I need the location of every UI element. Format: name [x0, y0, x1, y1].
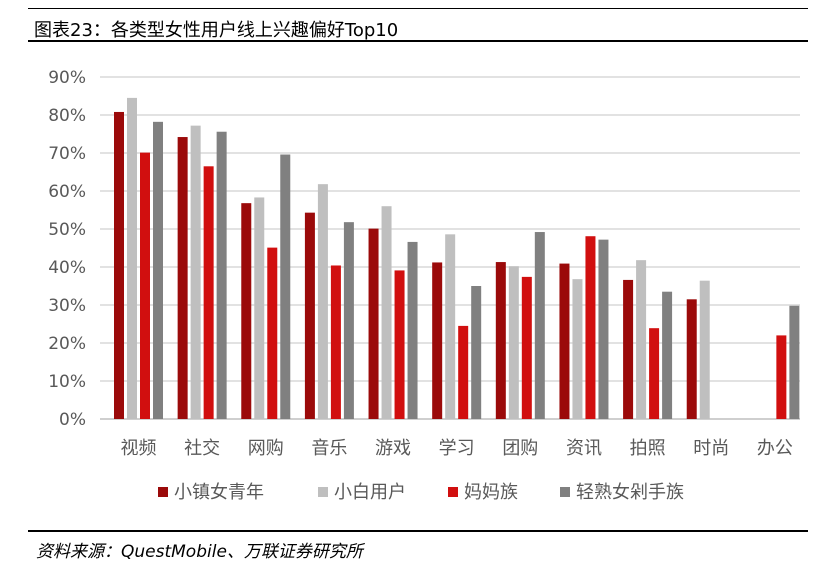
bar: [280, 154, 291, 419]
source-note: 资料来源：QuestMobile、万联证券研究所: [36, 542, 363, 562]
bar: [368, 228, 379, 419]
x-tick-label: 音乐: [311, 438, 347, 459]
x-tick-label: 拍照: [630, 438, 666, 459]
y-tick-label: 60%: [48, 182, 86, 202]
bar: [330, 265, 341, 419]
legend-swatch: [318, 487, 328, 497]
x-tick-label: 办公: [757, 438, 793, 459]
bar: [559, 263, 570, 419]
bar: [471, 286, 482, 419]
legend-swatch: [448, 487, 458, 497]
y-tick-label: 10%: [48, 372, 86, 392]
bar: [445, 234, 456, 419]
source-divider: [28, 530, 808, 532]
figure-title: 图表23：各类型女性用户线上兴趣偏好Top10: [34, 20, 399, 41]
bar: [534, 232, 545, 419]
bar: [789, 305, 800, 419]
bar: [585, 236, 596, 419]
x-tick-label: 网购: [248, 438, 284, 459]
bar: [686, 299, 697, 419]
bar: [190, 125, 201, 419]
bar: [598, 239, 609, 419]
y-tick-label: 50%: [48, 220, 86, 240]
title-top-rule: [28, 8, 808, 9]
bar: [140, 152, 150, 419]
bar: [432, 262, 443, 419]
bar: [254, 197, 265, 419]
bar: [699, 280, 710, 419]
bar: [317, 184, 328, 419]
bar: [623, 279, 634, 419]
bar: [241, 203, 252, 419]
bar: [267, 247, 278, 419]
bar: [662, 291, 673, 419]
bar: [572, 279, 583, 419]
bar: [127, 97, 137, 420]
y-tick-label: 70%: [48, 144, 86, 164]
bar: [203, 166, 214, 419]
x-tick-label: 时尚: [693, 438, 729, 459]
x-tick-label: 学习: [439, 438, 475, 459]
y-tick-label: 20%: [48, 334, 86, 354]
bar: [216, 131, 227, 419]
x-tick-label: 视频: [121, 438, 157, 459]
legend-label: 小白用户: [334, 482, 406, 503]
legend-label: 小镇女青年: [174, 482, 264, 503]
y-tick-label: 0%: [59, 410, 86, 430]
bar: [407, 241, 418, 419]
bar: [177, 137, 188, 420]
bar: [508, 266, 519, 419]
y-tick-label: 30%: [48, 296, 86, 316]
legend-swatch: [560, 487, 570, 497]
bar: [776, 335, 787, 419]
bar: [343, 222, 354, 419]
legend-label: 妈妈族: [464, 482, 518, 503]
y-tick-label: 40%: [48, 258, 86, 278]
y-tick-label: 80%: [48, 106, 86, 126]
bar: [114, 111, 124, 420]
x-tick-label: 资讯: [566, 438, 602, 459]
bar: [381, 206, 392, 419]
bar: [521, 276, 532, 419]
x-tick-label: 游戏: [375, 438, 411, 459]
legend-swatch: [158, 487, 168, 497]
bar: [153, 121, 163, 419]
bar: [495, 262, 506, 419]
legend-label: 轻熟女剁手族: [576, 482, 684, 503]
bar: [458, 325, 469, 419]
figure-title-bar: 图表23：各类型女性用户线上兴趣偏好Top10: [28, 8, 808, 42]
bar: [636, 260, 647, 419]
x-tick-label: 社交: [184, 438, 220, 459]
y-tick-label: 90%: [48, 68, 86, 88]
x-tick-label: 团购: [502, 438, 538, 459]
bar: [649, 328, 660, 419]
bar: [394, 270, 405, 419]
title-divider: [28, 40, 808, 42]
bar: [304, 212, 315, 419]
